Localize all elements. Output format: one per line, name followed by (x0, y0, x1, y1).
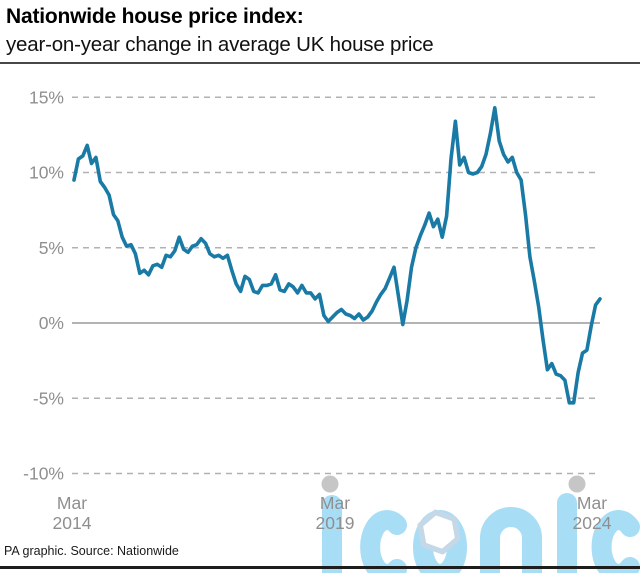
chart-subtitle: year-on-year change in average UK house … (6, 33, 434, 56)
house-price-index-line (72, 106, 602, 405)
x-axis-label-year: 2024 (573, 513, 612, 533)
x-axis-label-month: Mar (57, 493, 87, 513)
chart-title: Nationwide house price index: (6, 5, 304, 28)
y-axis-label: 15% (29, 87, 64, 107)
source-attribution: PA graphic. Source: Nationwide (4, 544, 179, 558)
y-axis-label: 10% (29, 163, 64, 183)
x-axis-label-month: Mar (577, 493, 607, 513)
axis-tick-dot (568, 475, 586, 493)
watermark-letter-c (591, 510, 640, 573)
footer-bar (0, 566, 640, 569)
chart-header: Nationwide house price index: year-on-ye… (6, 4, 634, 57)
x-axis-label-year: 2014 (53, 513, 92, 533)
x-axis-label-month: Mar (320, 493, 350, 513)
watermark-hexagon-icon (417, 509, 461, 555)
watermark-letter-n (480, 507, 542, 573)
y-axis-label: 5% (39, 238, 64, 258)
y-axis-label: -10% (23, 464, 64, 484)
x-axis-label-year: 2019 (316, 513, 355, 533)
y-axis-label: 0% (39, 313, 64, 333)
watermark-letter-c (360, 510, 407, 573)
y-axis-label: -5% (33, 388, 64, 408)
title-divider-line (0, 62, 640, 64)
axis-tick-dot (321, 475, 339, 493)
